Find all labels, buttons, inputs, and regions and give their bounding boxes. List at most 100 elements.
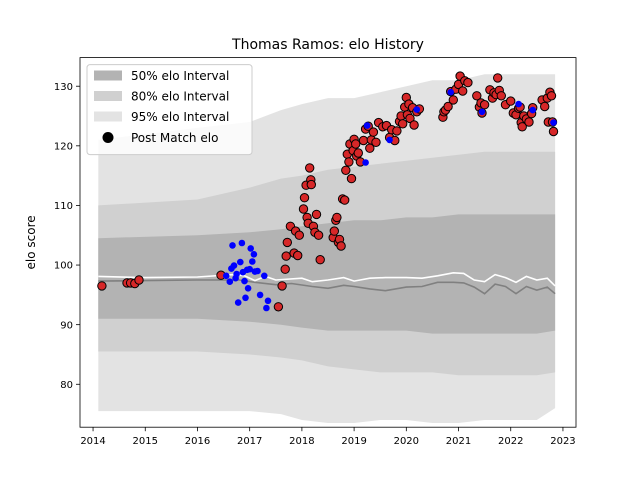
post-match-point: [496, 91, 506, 101]
post-match-point: [277, 281, 287, 291]
post-match-point-blue: [254, 267, 261, 275]
post-match-point-blue: [261, 272, 268, 280]
mean-line: [98, 271, 556, 287]
y-tick-label: 90: [60, 320, 73, 331]
legend-swatch-80: [94, 91, 122, 101]
post-match-points: [97, 71, 559, 312]
y-axis: 80 90 100 110 120 130: [54, 82, 80, 391]
post-match-point-blue: [237, 258, 244, 266]
legend-label-post-match: Post Match elo: [131, 131, 218, 145]
y-axis-label: elo score: [24, 215, 38, 269]
post-match-point: [280, 264, 290, 274]
chart-title: Thomas Ramos: elo History: [231, 37, 424, 53]
post-match-point: [458, 86, 468, 96]
post-match-point: [358, 135, 369, 146]
post-match-point-blue: [264, 297, 272, 305]
post-match-point: [392, 126, 402, 136]
post-match-point-blue: [550, 119, 557, 126]
post-match-point-blue: [256, 291, 264, 299]
post-match-point: [336, 241, 346, 251]
post-match-point: [479, 100, 490, 110]
post-match-point: [517, 122, 527, 132]
post-match-point: [134, 275, 144, 285]
post-match-point: [540, 101, 550, 112]
post-match-point: [398, 119, 408, 129]
post-match-point: [340, 195, 350, 205]
y-tick-label: 120: [54, 141, 73, 152]
post-match-point-blue: [515, 100, 522, 108]
post-match-point: [405, 113, 415, 124]
x-axis: 2014 2015 2016 2017 2018 2019 2020 2021 2022 2023: [80, 427, 576, 447]
trend-lines: [98, 271, 556, 295]
post-match-point-blue: [238, 239, 246, 247]
post-match-point: [546, 91, 557, 101]
x-tick-label: 2015: [133, 436, 158, 447]
legend-box: [86, 64, 253, 156]
post-match-point-blue: [241, 277, 248, 285]
post-match-point: [409, 120, 419, 130]
post-match-point: [346, 173, 357, 184]
post-match-point: [351, 139, 361, 149]
legend-swatch-50: [94, 70, 122, 81]
post-match-point-blue: [447, 88, 455, 96]
post-match-point: [371, 137, 381, 148]
y-tick-label: 110: [54, 201, 73, 212]
y-tick-label: 100: [54, 261, 73, 272]
post-match-point: [281, 251, 291, 261]
x-tick-label: 2021: [446, 436, 471, 447]
post-match-point: [282, 237, 292, 248]
post-match-point: [293, 250, 303, 261]
legend-label-80: 80% elo Interval: [131, 90, 229, 104]
legend-swatch-95: [94, 111, 122, 122]
post-match-point-blue: [478, 108, 486, 116]
post-match-point: [443, 101, 453, 112]
post-match-point: [298, 204, 309, 214]
post-match-point: [472, 91, 482, 101]
post-match-point: [341, 165, 351, 176]
post-match-point: [299, 193, 310, 203]
post-match-point: [329, 226, 339, 236]
post-match-point: [273, 302, 284, 312]
post-match-point: [97, 281, 107, 291]
post-match-point-blue: [362, 159, 369, 166]
x-tick-label: 2014: [80, 436, 105, 447]
post-match-point: [493, 73, 503, 83]
post-match-point-blue: [413, 106, 421, 113]
plot-frame: [79, 57, 577, 428]
y-tick-label: 80: [60, 380, 73, 391]
post-match-point-blue: [233, 270, 240, 278]
post-match-point-blue: [247, 245, 254, 252]
x-tick-label: 2019: [341, 436, 366, 447]
post-match-point-blue: [363, 122, 371, 129]
post-match-point: [313, 230, 324, 240]
post-match-point-blue: [234, 299, 242, 306]
post-match-point: [353, 148, 363, 158]
post-match-point: [344, 157, 354, 167]
post-match-point-blue: [529, 106, 536, 114]
post-match-point: [306, 179, 316, 190]
post-match-point: [463, 77, 473, 88]
post-match-point-blue: [244, 285, 252, 292]
post-match-point-blue: [249, 258, 256, 265]
legend-label-50: 50% elo Interval: [131, 69, 229, 83]
post-match-point-blue: [386, 136, 393, 144]
post-match-point-blue: [250, 251, 258, 258]
post-match-point-blue: [226, 278, 234, 286]
post-match-point: [524, 117, 534, 127]
post-match-point-blue: [230, 262, 238, 269]
legend-label-95: 95% elo Interval: [131, 110, 229, 124]
legend-marker-post-match: [102, 132, 114, 143]
post-match-point: [332, 212, 342, 223]
post-match-point-blue: [246, 265, 253, 273]
x-tick-label: 2022: [498, 436, 523, 447]
post-match-point-blue: [263, 304, 270, 312]
post-match-point: [311, 209, 322, 220]
x-tick-label: 2020: [394, 436, 419, 447]
post-match-point: [305, 163, 315, 173]
x-tick-label: 2017: [237, 436, 262, 447]
post-match-point-blue: [229, 242, 236, 249]
median-line: [98, 279, 556, 295]
post-match-point: [315, 255, 325, 265]
